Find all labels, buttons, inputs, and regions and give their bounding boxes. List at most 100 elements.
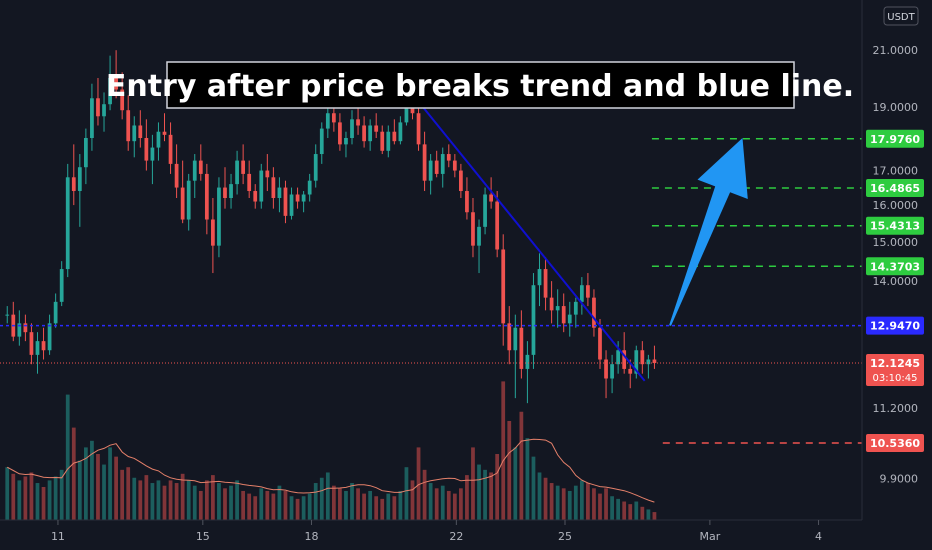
candle-body <box>77 167 82 192</box>
candle-body <box>338 122 342 145</box>
x-axis-ticks[interactable]: 11 15 18 22 25 Mar 4 <box>51 520 822 543</box>
candle-body <box>404 98 409 123</box>
candle-body <box>519 327 524 369</box>
candle-body <box>5 314 10 316</box>
candle-body <box>53 301 58 324</box>
candle-body <box>186 180 191 220</box>
annotation-box[interactable]: Entry after price breaks trend and blue … <box>106 61 854 109</box>
volume-bar <box>640 506 645 520</box>
candle-body <box>150 147 155 161</box>
volume-bar <box>561 488 566 520</box>
price-level-label: 14.3703 <box>870 260 920 273</box>
volume-bar <box>434 488 439 520</box>
volume-bar <box>338 488 342 520</box>
candle-body <box>301 194 306 202</box>
candle-body <box>350 119 354 139</box>
price-level-label: 12.9470 <box>870 320 920 333</box>
candle-body <box>120 89 125 111</box>
volume-bar <box>271 493 276 520</box>
volume-bar <box>283 490 288 520</box>
candle-body <box>331 113 336 123</box>
volume-bar <box>428 483 433 520</box>
countdown-label: 03:10:45 <box>873 373 918 384</box>
candle-body <box>567 314 572 324</box>
candle-body <box>156 131 161 148</box>
candle-body <box>114 77 118 90</box>
candle-body <box>17 323 22 337</box>
price-level-badge <box>866 216 924 235</box>
candle-body <box>628 368 633 374</box>
y-tick-label: 17.0000 <box>873 165 919 178</box>
candle-body <box>495 201 500 250</box>
price-levels <box>0 138 862 444</box>
volume-bar <box>610 496 614 520</box>
volume-bar <box>29 472 34 520</box>
volume-moving-average-line <box>6 438 655 503</box>
candle-body <box>561 306 566 324</box>
candle-body <box>174 163 179 188</box>
candle-body <box>59 269 64 302</box>
volume-bar <box>374 496 379 520</box>
volume-bar <box>543 477 548 520</box>
candle-body <box>422 144 427 181</box>
volume-bar <box>652 512 657 520</box>
volume-bar <box>174 483 179 520</box>
volume-bar <box>150 483 155 520</box>
volume-bar <box>83 447 88 520</box>
candle-body <box>223 187 227 199</box>
volume-bar <box>35 483 40 520</box>
volume-bar <box>132 477 137 520</box>
current-price-badge <box>866 354 924 387</box>
candle-body <box>198 160 203 174</box>
candle-body <box>428 160 433 181</box>
candle-body <box>374 125 379 132</box>
candle-body <box>265 170 270 178</box>
y-tick-label: 15.0000 <box>873 236 919 249</box>
candle-body <box>144 138 149 161</box>
breakout-arrow[interactable] <box>669 138 748 326</box>
volume-bar <box>344 490 348 520</box>
volume-bar <box>477 464 481 520</box>
volume-bar <box>96 454 100 520</box>
arrow-shape[interactable] <box>669 138 748 326</box>
candle-body <box>235 160 239 185</box>
volume-bar <box>156 480 161 520</box>
candle-body <box>483 194 487 227</box>
volume-bar <box>446 490 451 520</box>
volume-bar <box>567 490 572 520</box>
volume-bar <box>204 480 209 520</box>
volume-bar <box>465 475 469 520</box>
volume-bar <box>404 467 409 520</box>
downtrend-line[interactable] <box>394 71 646 382</box>
x-tick-label: 25 <box>558 530 572 543</box>
candle-body <box>259 170 264 202</box>
candle-body <box>102 104 106 117</box>
candle-body <box>616 350 621 365</box>
candle-body <box>386 131 391 151</box>
candle-body <box>416 113 421 145</box>
volume-bar <box>144 475 149 520</box>
currency-button[interactable]: USDT <box>883 6 919 26</box>
volume-bar <box>549 483 554 520</box>
volume-bar <box>392 496 397 520</box>
candle-body <box>23 323 28 333</box>
volume-bar <box>47 480 52 520</box>
x-tick-label: 18 <box>304 530 318 543</box>
candle-body <box>29 332 34 355</box>
candle-body <box>440 154 445 174</box>
candle-body <box>465 191 469 213</box>
price-badges: 17.9760 16.4865 15.4313 14.3703 12.9470 10.53… <box>866 129 924 453</box>
candle-body <box>537 269 542 286</box>
volume-bar <box>531 456 536 520</box>
price-level-badge <box>866 129 924 148</box>
candle-body <box>41 341 46 351</box>
volume-bar <box>368 490 373 520</box>
volume-bar <box>634 501 639 520</box>
volume-bar <box>295 498 300 520</box>
candle-body <box>525 354 530 369</box>
candle-body <box>598 327 602 360</box>
volume-bar <box>386 493 391 520</box>
candle-body <box>35 341 40 355</box>
volume-bar <box>586 483 590 520</box>
volume-bar <box>138 480 143 520</box>
